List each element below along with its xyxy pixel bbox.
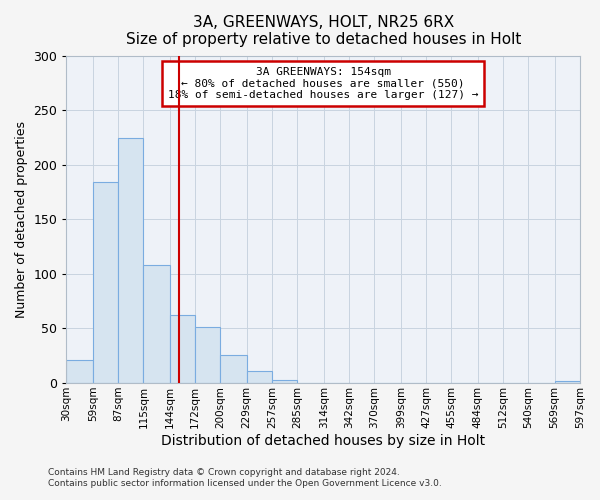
X-axis label: Distribution of detached houses by size in Holt: Distribution of detached houses by size … [161,434,485,448]
Y-axis label: Number of detached properties: Number of detached properties [15,121,28,318]
Bar [247,371,272,383]
Text: Contains HM Land Registry data © Crown copyright and database right 2024.
Contai: Contains HM Land Registry data © Crown c… [48,468,442,487]
Bar [272,380,298,383]
Bar [67,360,93,383]
Bar [170,316,195,383]
Text: 3A GREENWAYS: 154sqm
← 80% of detached houses are smaller (550)
18% of semi-deta: 3A GREENWAYS: 154sqm ← 80% of detached h… [168,67,478,100]
Bar [220,354,247,383]
Bar [93,182,118,383]
Bar [143,265,170,383]
Bar [118,138,143,383]
Bar [195,328,220,383]
Title: 3A, GREENWAYS, HOLT, NR25 6RX
Size of property relative to detached houses in Ho: 3A, GREENWAYS, HOLT, NR25 6RX Size of pr… [125,15,521,48]
Bar [554,381,580,383]
